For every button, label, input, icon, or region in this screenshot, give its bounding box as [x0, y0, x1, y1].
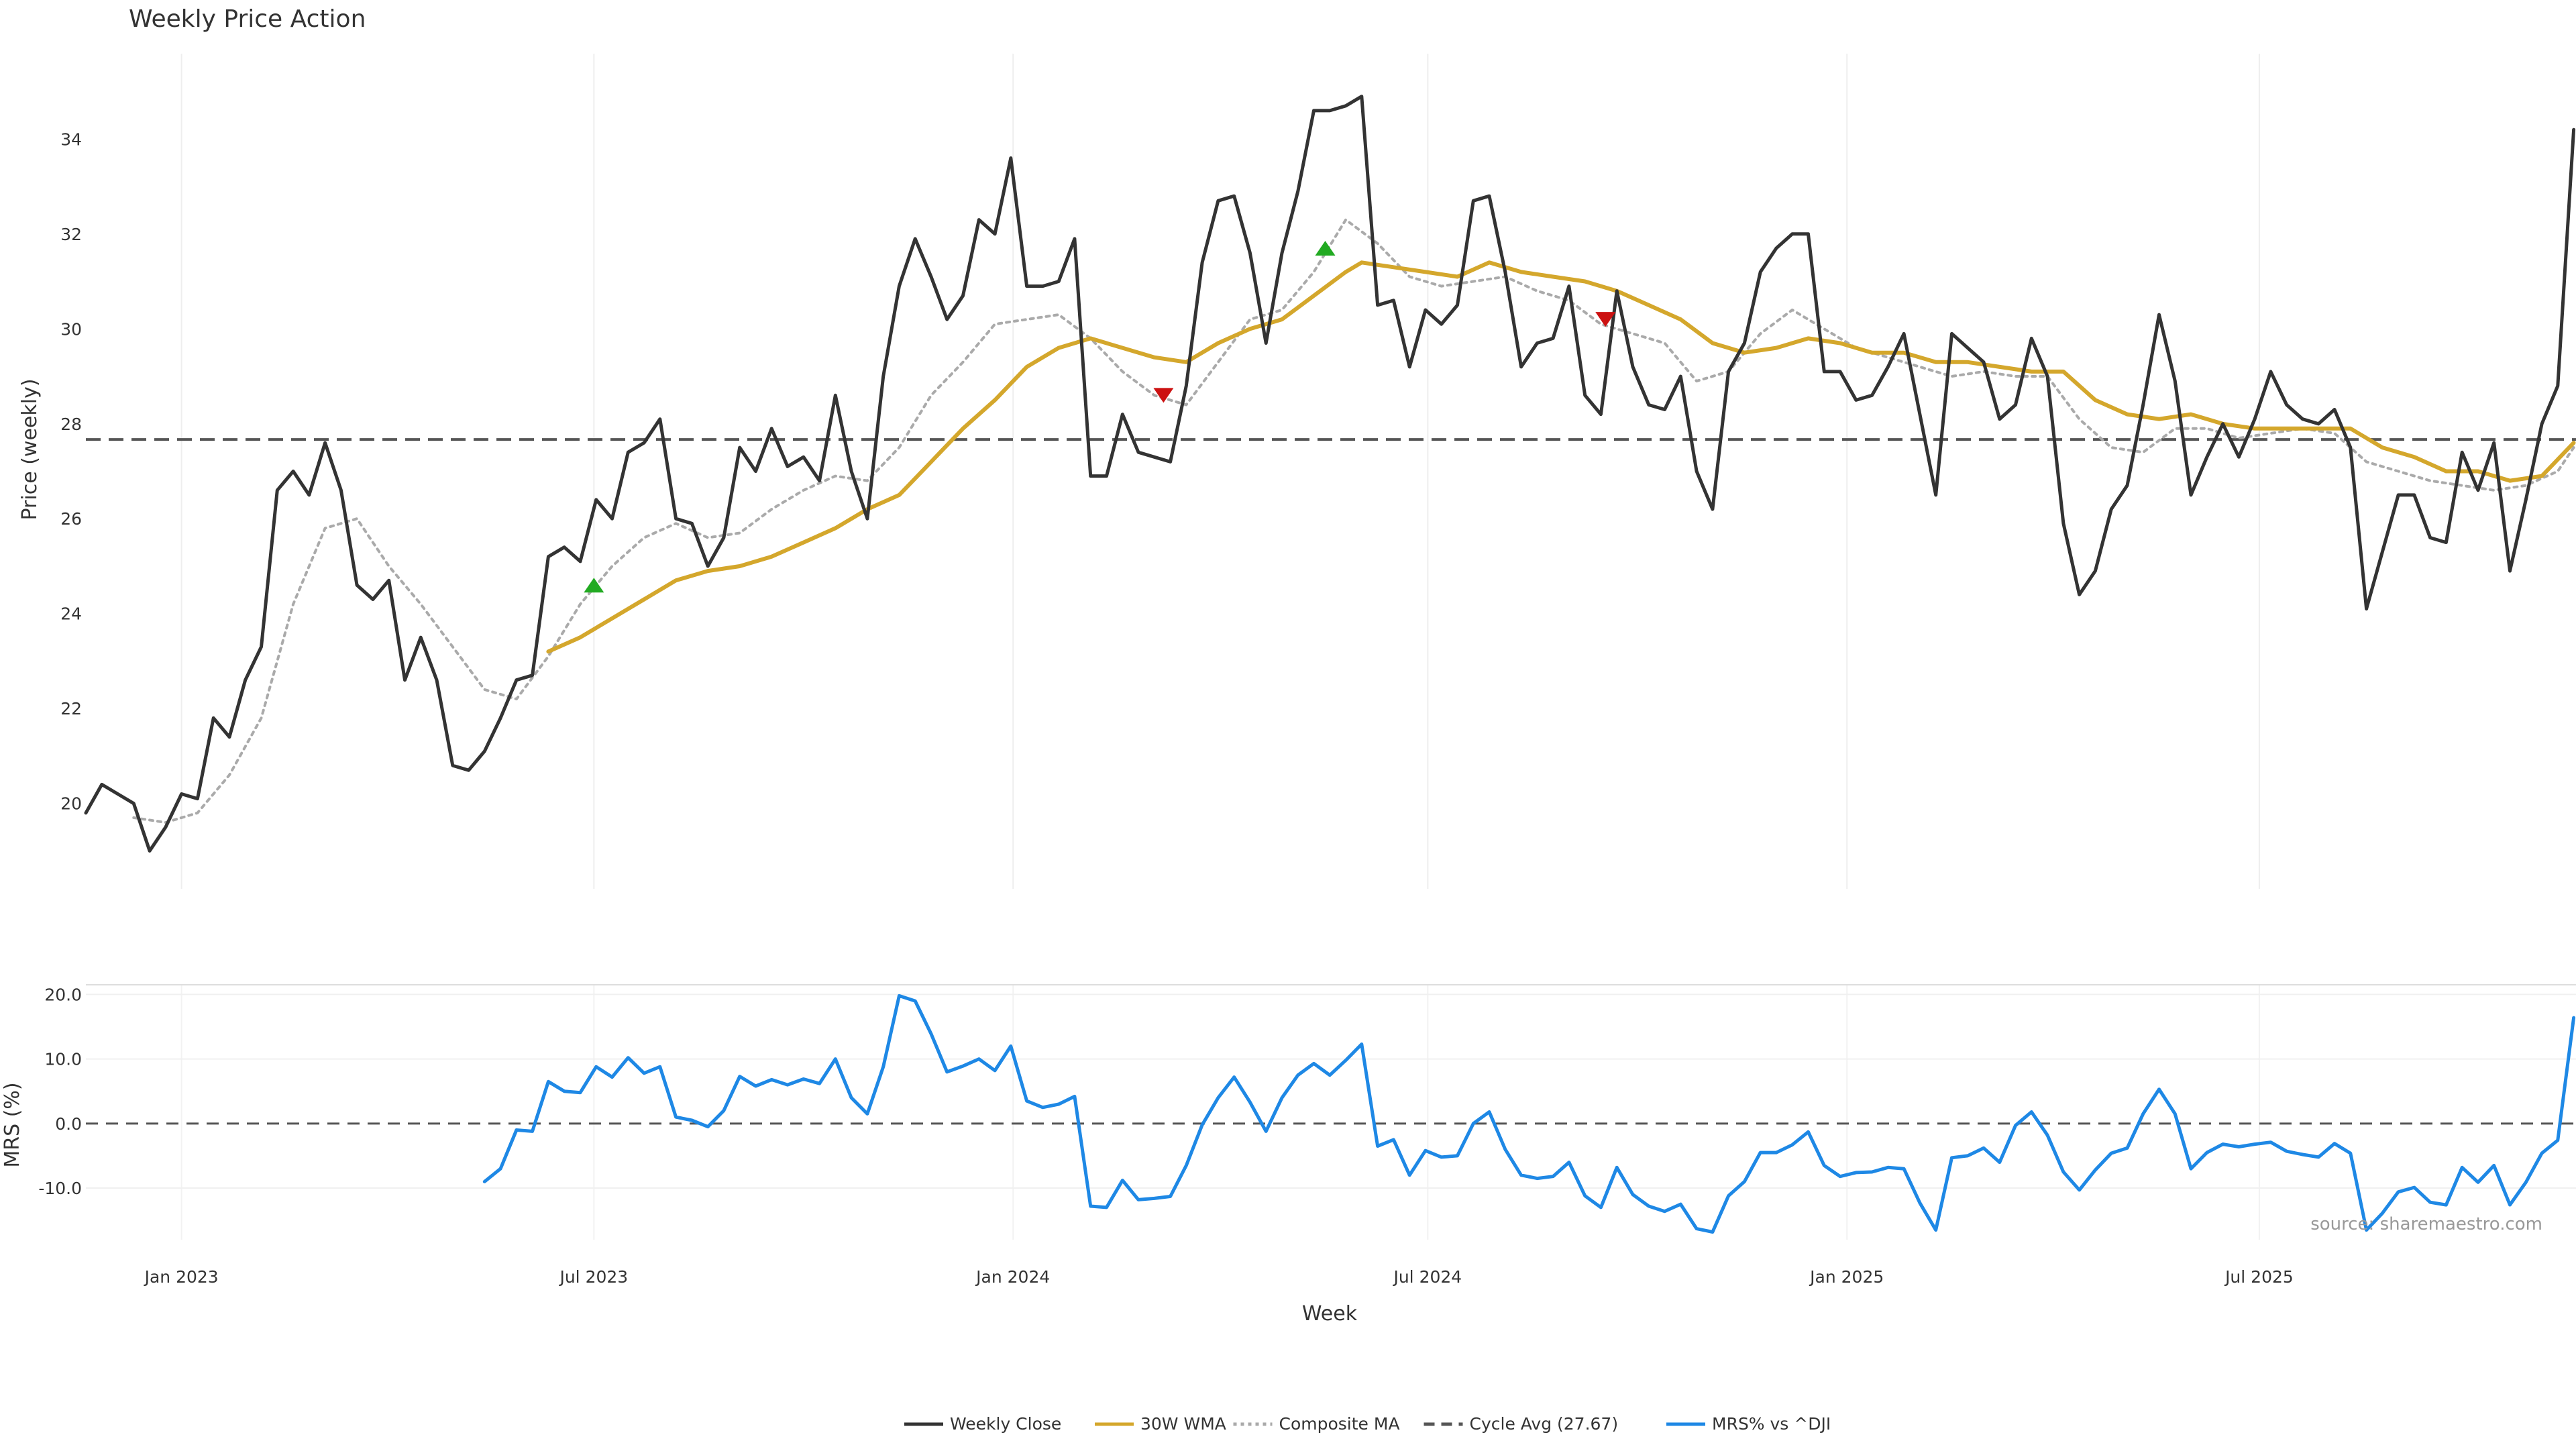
price-y-axis-title: Price (weekly)	[18, 378, 42, 520]
mrs-y-axis-ticks: 20.0 10.0 0.0 -10.0	[38, 985, 82, 1198]
sell-signal-marker-2	[1153, 388, 1174, 403]
chart-title: Weekly Price Action	[129, 5, 366, 33]
price-series-lines	[84, 95, 2576, 853]
price-y-tick-34: 34	[60, 129, 82, 149]
mrs-y-tick-10-0: -10.0	[38, 1179, 82, 1198]
x-tick-jan-2024: Jan 2024	[975, 1267, 1050, 1287]
x-axis-title: Week	[1302, 1302, 1358, 1326]
signal-markers	[584, 241, 1616, 593]
sell-signal-marker-4	[1595, 312, 1616, 327]
price-y-tick-26: 26	[60, 509, 82, 529]
source-note: source: sharemaestro.com	[2310, 1214, 2542, 1234]
chart-legend: Weekly Close 30W WMA Composite MA Cycle Avg…	[904, 1414, 1831, 1434]
mrs-panel-gridlines	[86, 984, 2576, 1240]
series-30w-wma	[546, 260, 2576, 654]
legend-label-weekly-close: Weekly Close	[950, 1414, 1061, 1434]
buy-signal-marker-1	[584, 578, 604, 593]
x-axis-ticks: Jan 2023 Jul 2023 Jan 2024 Jul 2024 Jan 2025…	[144, 1267, 2294, 1287]
price-y-axis-ticks: 20 22 24 26 28 30 32 34	[60, 129, 82, 813]
x-tick-jan-2023: Jan 2023	[144, 1267, 219, 1287]
legend-label-30w-wma: 30W WMA	[1140, 1414, 1226, 1434]
mrs-y-axis-title: MRS (%)	[1, 1082, 24, 1167]
x-tick-jul-2023: Jul 2023	[558, 1267, 628, 1287]
x-tick-jul-2025: Jul 2025	[2224, 1267, 2294, 1287]
mrs-y-tick-20-0: 20.0	[44, 985, 82, 1004]
mrs-series-lines	[482, 994, 2576, 1234]
mrs-y-tick-10-0: 10.0	[44, 1050, 82, 1069]
price-y-tick-28: 28	[60, 415, 82, 434]
series-weekly-close	[84, 95, 2576, 853]
price-y-tick-32: 32	[60, 225, 82, 244]
price-panel-gridlines	[180, 54, 2260, 889]
price-y-tick-30: 30	[60, 319, 82, 339]
legend-label-cycle-avg-27-67: Cycle Avg (27.67)	[1470, 1414, 1619, 1434]
buy-signal-marker-3	[1315, 241, 1336, 256]
series-mrs-vs-dji	[482, 994, 2576, 1234]
price-y-tick-22: 22	[60, 699, 82, 718]
legend-label-composite-ma: Composite MA	[1279, 1414, 1400, 1434]
legend-label-mrs-vs-dji: MRS% vs ^DJI	[1712, 1414, 1831, 1434]
reference-lines	[86, 438, 2576, 1125]
x-tick-jan-2025: Jan 2025	[1809, 1267, 1884, 1287]
price-y-tick-20: 20	[60, 794, 82, 814]
mrs-y-tick-0-0: 0.0	[55, 1114, 82, 1134]
x-tick-jul-2024: Jul 2024	[1392, 1267, 1462, 1287]
price-y-tick-24: 24	[60, 604, 82, 624]
